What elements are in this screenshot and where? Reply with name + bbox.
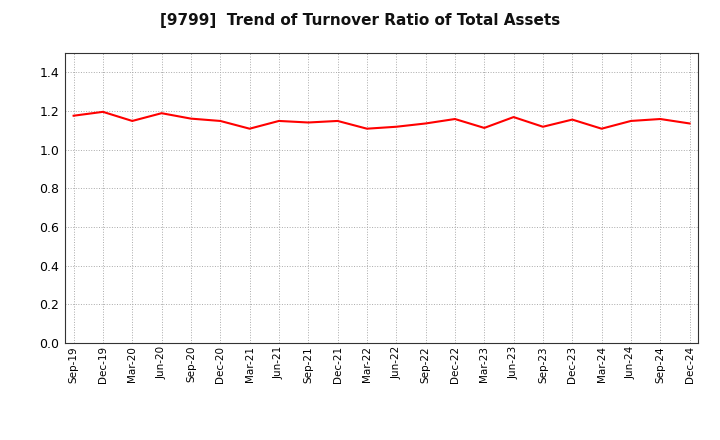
Text: [9799]  Trend of Turnover Ratio of Total Assets: [9799] Trend of Turnover Ratio of Total …: [160, 13, 560, 28]
